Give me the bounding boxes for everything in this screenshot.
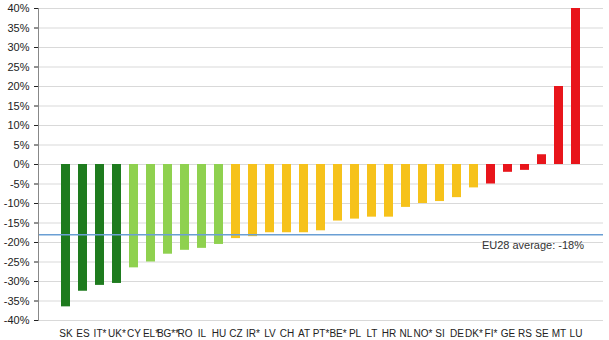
svg-text:FI*: FI* — [485, 328, 498, 339]
svg-text:-30%: -30% — [4, 275, 30, 287]
svg-text:35%: 35% — [7, 22, 29, 34]
svg-text:CH: CH — [280, 328, 294, 339]
svg-text:AT: AT — [298, 328, 310, 339]
svg-text:0%: 0% — [14, 158, 30, 170]
svg-text:SI: SI — [435, 328, 444, 339]
svg-text:IR*: IR* — [246, 328, 260, 339]
svg-text:-40%: -40% — [4, 314, 30, 326]
svg-text:SK: SK — [59, 328, 73, 339]
svg-text:-5%: -5% — [10, 178, 30, 190]
svg-text:PL: PL — [349, 328, 362, 339]
svg-text:IL: IL — [198, 328, 207, 339]
svg-text:CY: CY — [127, 328, 141, 339]
svg-text:-25%: -25% — [4, 256, 30, 268]
svg-text:EL*: EL* — [142, 327, 160, 339]
svg-text:GE: GE — [501, 328, 516, 339]
svg-text:HR: HR — [382, 328, 396, 339]
svg-text:15%: 15% — [7, 100, 29, 112]
svg-text:-10%: -10% — [4, 197, 30, 209]
svg-text:25%: 25% — [7, 61, 29, 73]
svg-text:RS: RS — [518, 328, 532, 339]
svg-text:-20%: -20% — [4, 236, 30, 248]
svg-text:NO*: NO* — [414, 328, 433, 339]
svg-text:CZ: CZ — [229, 328, 242, 339]
svg-text:ES: ES — [76, 328, 90, 339]
svg-text:-15%: -15% — [4, 217, 30, 229]
svg-text:DE: DE — [450, 328, 464, 339]
svg-text:UK*: UK* — [108, 328, 126, 339]
svg-text:5%: 5% — [14, 139, 30, 151]
svg-text:30%: 30% — [7, 41, 29, 53]
svg-text:SE: SE — [535, 328, 549, 339]
svg-text:PT*: PT* — [313, 328, 330, 339]
svg-text:10%: 10% — [7, 119, 29, 131]
svg-text:20%: 20% — [7, 80, 29, 92]
svg-text:DK*: DK* — [465, 328, 483, 339]
svg-text:LT: LT — [367, 328, 378, 339]
svg-text:BG**: BG** — [157, 328, 179, 339]
svg-text:RO: RO — [178, 328, 193, 339]
svg-text:NL: NL — [400, 328, 413, 339]
svg-text:IT*: IT* — [94, 328, 107, 339]
svg-text:BE*: BE* — [329, 328, 346, 339]
svg-text:EU28 average: -18%: EU28 average: -18% — [482, 239, 584, 251]
svg-text:40%: 40% — [7, 2, 29, 14]
svg-text:MT: MT — [552, 328, 566, 339]
svg-text:-35%: -35% — [4, 295, 30, 307]
svg-text:LV: LV — [264, 328, 276, 339]
svg-text:HU: HU — [212, 328, 226, 339]
svg-text:LU: LU — [570, 328, 583, 339]
